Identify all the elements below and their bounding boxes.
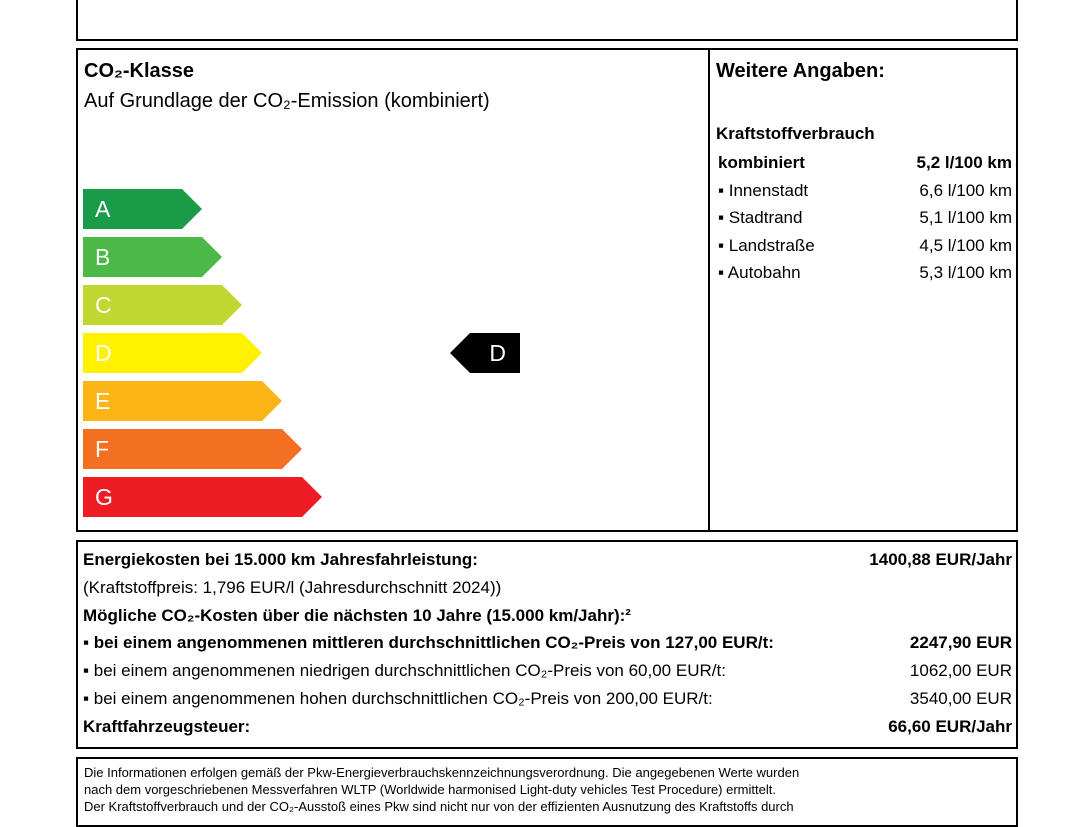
cost-value: 3540,00 EUR: [909, 689, 1012, 708]
class-bar: C: [83, 285, 242, 325]
fuel-row: ▪ Innenstadt 6,6 l/100 km: [716, 181, 1012, 201]
fuel-label: ▪ Autobahn: [718, 263, 801, 282]
fuel-row: kombiniert 5,2 l/100 km: [716, 153, 1012, 173]
cost-row: ▪ bei einem angenommenen niedrigen durch…: [83, 661, 1012, 681]
title: CO₂-Klasse: [84, 60, 195, 82]
fuel-row: ▪ Landstraße 4,5 l/100 km: [716, 236, 1012, 256]
cost-label: Kraftfahrzeugsteuer:: [83, 716, 251, 736]
cost-value: 1400,88 EUR/Jahr: [869, 550, 1012, 569]
cost-row: (Kraftstoffpreis: 1,796 EUR/l (Jahresdur…: [83, 578, 1012, 598]
class-bar: G: [83, 477, 322, 517]
page: CO₂-Klasse Auf Grundlage der CO₂-Emissio…: [76, 0, 1018, 827]
cost-value: 2247,90 EUR: [909, 633, 1012, 653]
cost-row: ▪ bei einem angenommenen mittleren durch…: [83, 633, 1012, 653]
further-section: Kraftstoffverbrauch: [716, 124, 875, 143]
cost-value: 1062,00 EUR: [909, 661, 1012, 681]
class-bar: E: [83, 381, 282, 421]
footer-line: Die Informationen erfolgen gemäß der Pkw…: [84, 765, 800, 780]
cost-row: Energiekosten bei 15.000 km Jahresfahrle…: [83, 550, 1012, 570]
divider: [708, 50, 710, 530]
fuel-label: ▪ Landstraße: [718, 235, 815, 255]
cost-value: 66,60 EUR/Jahr: [888, 716, 1012, 736]
class-bar: A: [83, 189, 202, 229]
label-box: [76, 48, 1018, 532]
cost-label: Mögliche CO₂-Kosten über die nächsten 10…: [83, 605, 631, 625]
cost-row: Mögliche CO₂-Kosten über die nächsten 10…: [83, 606, 1012, 626]
top-box: [76, 0, 1018, 41]
subtitle: Auf Grundlage der CO₂-Emission (kombinie…: [84, 90, 490, 112]
cost-label: ▪ bei einem angenommenen niedrigen durch…: [83, 661, 726, 681]
footer-line: nach dem vorgeschriebenen Messverfahren …: [84, 782, 776, 797]
class-bar: B: [83, 237, 222, 277]
fuel-row: ▪ Autobahn 5,3 l/100 km: [716, 263, 1012, 283]
cost-row: Kraftfahrzeugsteuer: 66,60 EUR/Jahr: [83, 717, 1012, 737]
fuel-row: ▪ Stadtrand 5,1 l/100 km: [716, 208, 1012, 228]
cost-box: [76, 540, 1018, 749]
cost-label: (Kraftstoffpreis: 1,796 EUR/l (Jahresdur…: [83, 577, 502, 597]
class-bar: D: [83, 333, 262, 373]
fuel-value: 5,3 l/100 km: [919, 263, 1012, 282]
fuel-label: kombiniert: [718, 153, 805, 172]
further-title: Weitere Angaben:: [716, 60, 885, 82]
fuel-value: 6,6 l/100 km: [919, 180, 1012, 200]
cost-row: ▪ bei einem angenommenen hohen durchschn…: [83, 689, 1012, 709]
fuel-value: 5,1 l/100 km: [919, 208, 1012, 227]
cost-label: ▪ bei einem angenommenen mittleren durch…: [83, 633, 774, 653]
cost-label: ▪ bei einem angenommenen hohen durchschn…: [83, 689, 713, 708]
fuel-value: 4,5 l/100 km: [919, 235, 1012, 255]
cost-label: Energiekosten bei 15.000 km Jahresfahrle…: [83, 550, 478, 569]
footer-line: Der Kraftstoffverbrauch und der CO₂-Auss…: [84, 799, 794, 814]
fuel-label: ▪ Stadtrand: [718, 208, 803, 227]
fuel-label: ▪ Innenstadt: [718, 180, 809, 200]
fuel-value: 5,2 l/100 km: [916, 153, 1012, 172]
class-bar: F: [83, 429, 302, 469]
